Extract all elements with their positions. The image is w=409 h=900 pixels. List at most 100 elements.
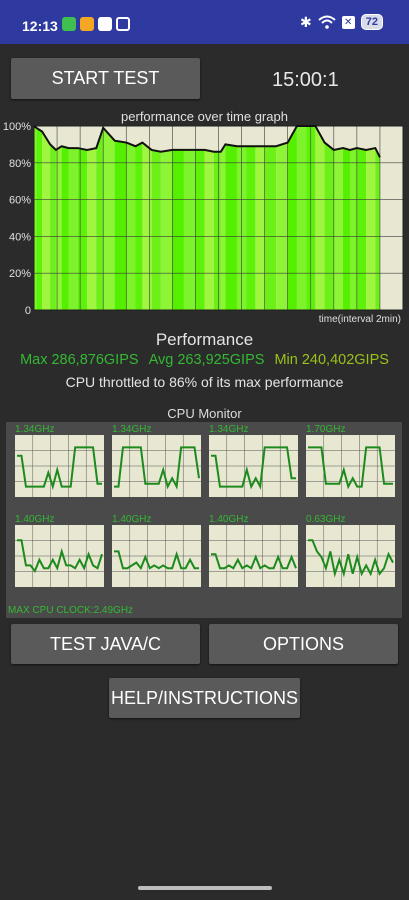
cpu-core-plot [15, 525, 104, 587]
graph-fill-segment [87, 148, 97, 310]
cpu-core-graph: 1.70GHz [306, 424, 395, 498]
graph-fill-segment [126, 142, 136, 310]
y-tick-label: 60% [9, 195, 31, 207]
graph-fill-segment [103, 127, 115, 310]
cpu-core-frequency: 1.40GHz [112, 514, 152, 525]
y-tick-label: 20% [9, 268, 31, 280]
cpu-core-graph: 1.34GHz [15, 424, 104, 498]
y-tick-label: 40% [9, 231, 31, 243]
start-test-button[interactable]: START TEST [11, 58, 200, 99]
graph-fill-segment [114, 140, 127, 310]
graph-fill-segment [204, 149, 214, 310]
graph-fill-segment [246, 146, 256, 310]
cpu-core-plot [209, 525, 298, 587]
graph-fill-segment [61, 146, 69, 310]
cpu-core-line [308, 446, 393, 490]
graph-fill-segment [333, 148, 344, 310]
cpu-core-line [114, 446, 200, 490]
graph-fill-segment [42, 131, 51, 310]
x-axis-label: time(interval 2min) [319, 314, 401, 325]
graph-fill-segment [366, 148, 376, 310]
cpu-core-plot [306, 435, 395, 497]
cpu-core-plot [306, 525, 395, 587]
graph-fill-segment [183, 149, 196, 310]
graph-fill-segment [255, 146, 265, 310]
y-tick-label: 0 [25, 305, 31, 317]
graph-fill-segment [213, 151, 221, 310]
cpu-core-line [308, 539, 394, 578]
cpu-core-frequency: 1.34GHz [209, 424, 249, 435]
store-icon [62, 17, 76, 31]
clock: 12:13 [22, 18, 58, 34]
cpu-monitor-panel: MAX CPU CLOCK:2.49GHz 1.34GHz 1.34GHz 1.34… [6, 422, 402, 618]
cpu-core-frequency: 0.63GHz [306, 514, 346, 525]
window-icon [116, 17, 130, 31]
cpu-core-graph: 1.34GHz [112, 424, 201, 498]
test-java-c-button[interactable]: TEST JAVA/C [11, 624, 200, 664]
graph-fill-segment [34, 126, 37, 310]
youtube-icon [98, 17, 112, 31]
graph-fill-segment [151, 149, 161, 310]
graph-fill-segment [356, 148, 367, 310]
battery-indicator: 72 [360, 14, 383, 30]
max-gips: Max 286,876GIPS [20, 352, 139, 368]
max-cpu-clock: MAX CPU CLOCK:2.49GHz [8, 605, 134, 616]
graph-fill-segment [135, 142, 143, 310]
graph-fill-segment [68, 148, 78, 310]
graph-fill-segment [343, 148, 350, 310]
performance-title: Performance [155, 330, 254, 349]
graph-fill-segment [225, 144, 237, 310]
graph-frame [33, 125, 404, 311]
wifi-icon [318, 15, 336, 29]
options-button[interactable]: OPTIONS [209, 624, 398, 664]
cpu-core-graph: 1.40GHz [209, 514, 298, 588]
cpu-core-plot [209, 435, 298, 497]
y-tick-label: 80% [9, 158, 31, 170]
bluetooth-icon: ✱ [300, 14, 312, 30]
performance-line [33, 125, 381, 158]
cpu-core-frequency: 1.40GHz [15, 514, 55, 525]
help-instructions-button[interactable]: HELP/INSTRUCTIONS [109, 678, 300, 718]
pinwheel-icon [80, 17, 94, 31]
graph-fill-segment [160, 149, 173, 310]
notification-icons [62, 17, 130, 31]
cpu-core-frequency: 1.70GHz [306, 424, 346, 435]
graph-fill-segment [276, 142, 288, 310]
graph-fill-segment [77, 148, 88, 310]
cpu-core-plot [112, 525, 201, 587]
graph-fill-segment [50, 144, 56, 310]
graph-title: performance over time graph [121, 109, 288, 124]
graph-fill-segment [142, 142, 152, 310]
min-gips: Min 240,402GIPS [274, 352, 389, 368]
avg-gips: Avg 263,925GIPS [148, 352, 265, 368]
cpu-core-frequency: 1.34GHz [112, 424, 152, 435]
throttle-text: CPU throttled to 86% of its max performa… [65, 374, 344, 390]
graph-fill-segment [195, 149, 205, 310]
cpu-core-line [211, 446, 296, 490]
graph-fill-segment [315, 126, 325, 310]
graph-fill-segment [96, 127, 104, 310]
graph-fill-segment [324, 142, 334, 310]
graph-fill-segment [264, 146, 277, 310]
system-icons: ✱ ✕ 72 [300, 14, 383, 30]
cpu-core-line [211, 553, 297, 570]
graph-fill-segment [375, 148, 380, 310]
graph-fill-segment [172, 149, 184, 310]
cpu-core-plot [112, 435, 201, 497]
cpu-core-line [17, 446, 102, 491]
cpu-core-graph: 1.40GHz [112, 514, 201, 588]
graph-fill-segment [296, 126, 307, 310]
cpu-core-graph: 0.63GHz [306, 514, 395, 588]
y-tick-label: 100% [3, 121, 31, 133]
status-bar: 12:13 ✱ ✕ 72 [0, 0, 409, 44]
sim-off-icon: ✕ [341, 15, 355, 29]
cpu-core-line [114, 550, 199, 571]
graph-fill-segment [36, 127, 43, 310]
cpu-core-plot [15, 435, 104, 497]
graph-fill-segment [220, 144, 226, 310]
cpu-core-line [17, 539, 103, 573]
graph-fill-segment [287, 126, 297, 310]
home-indicator[interactable] [138, 886, 272, 890]
cpu-monitor-title: CPU Monitor [167, 406, 242, 421]
performance-chart: 100% 80% 60% 40% 20% 0 time(interval 2min) [3, 121, 404, 325]
